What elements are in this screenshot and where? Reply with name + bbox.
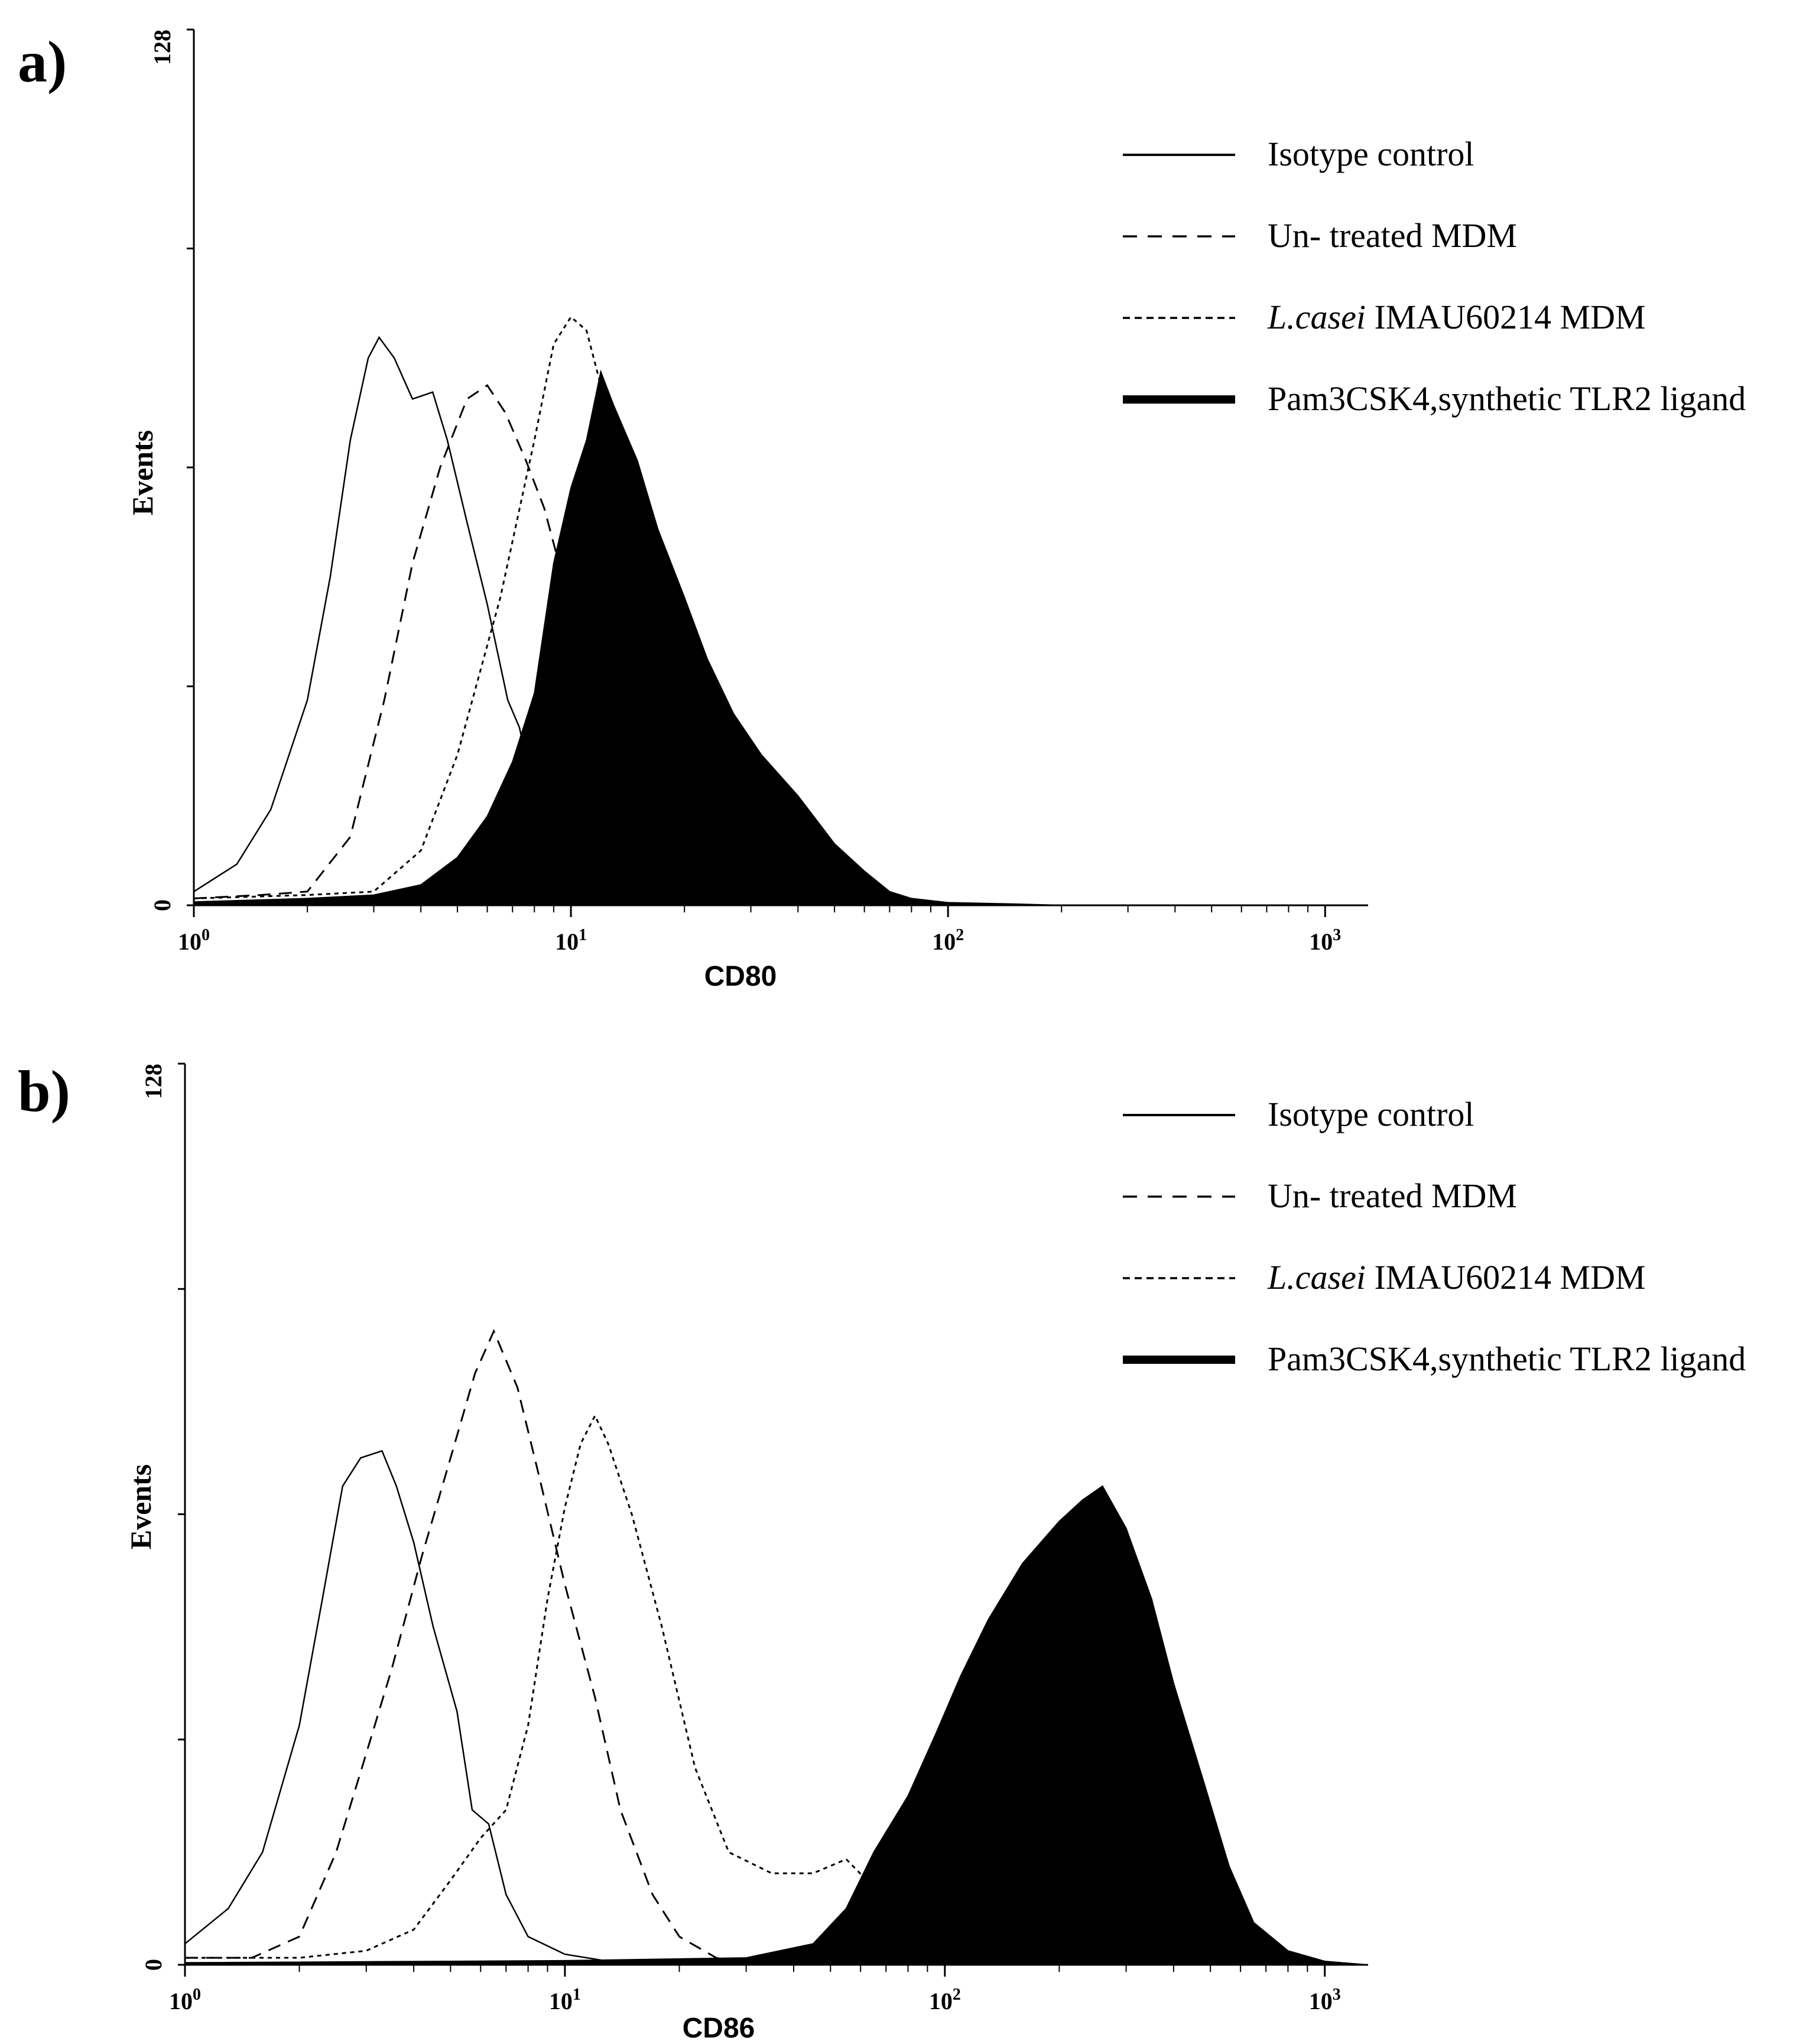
histogram-series-isotype bbox=[193, 336, 685, 906]
y-axis-title: Events bbox=[126, 430, 159, 515]
histogram-series-pam3 bbox=[184, 1485, 1369, 1965]
x-axis-title: CD86 bbox=[683, 2013, 755, 2044]
legend-item-isotype: Isotype control bbox=[1123, 1095, 1474, 1133]
histogram-plot: 128 0 100 101 102 103 bbox=[140, 1062, 1369, 2014]
x-tick-label: 103 bbox=[1309, 1985, 1341, 2014]
panel-label: b) bbox=[18, 1058, 70, 1124]
legend-item-lcasei: L.casei IMAU60214 MDM bbox=[1123, 298, 1646, 336]
legend-item-lcasei: L.casei IMAU60214 MDM bbox=[1123, 1258, 1646, 1296]
legend-item-untreated: Un- treated MDM bbox=[1123, 216, 1517, 255]
panel-b: b) 128 0 100 101 102 103 Events CD86 Isotype … bbox=[18, 1058, 1746, 2044]
x-tick-label: 100 bbox=[178, 926, 210, 955]
histogram-series-untreated bbox=[185, 1328, 747, 1966]
y-tick-label: 128 bbox=[140, 1064, 167, 1099]
panel-label: a) bbox=[18, 29, 67, 95]
y-tick-label: 128 bbox=[149, 30, 176, 65]
legend-label: L.casei IMAU60214 MDM bbox=[1267, 298, 1646, 336]
legend-label: Un- treated MDM bbox=[1268, 1177, 1517, 1215]
histogram-series-untreated bbox=[193, 384, 798, 906]
legend-label: Un- treated MDM bbox=[1268, 216, 1517, 255]
legend-item-pam3: Pam3CSK4,synthetic TLR2 ligand bbox=[1123, 1340, 1746, 1378]
x-tick-label: 101 bbox=[555, 926, 587, 955]
legend-label: Isotype control bbox=[1268, 1095, 1474, 1133]
x-tick-label: 103 bbox=[1309, 926, 1341, 955]
x-tick-label: 102 bbox=[929, 1985, 961, 2014]
histogram-series-isotype bbox=[184, 1450, 680, 1966]
histogram-series-pam3 bbox=[193, 369, 1062, 906]
x-axis-title: CD80 bbox=[704, 961, 777, 992]
legend-label: Pam3CSK4,synthetic TLR2 ligand bbox=[1268, 1340, 1746, 1378]
y-axis-title: Events bbox=[124, 1464, 157, 1549]
x-tick-label: 100 bbox=[169, 1985, 201, 2014]
y-tick-label: 0 bbox=[140, 1959, 167, 1971]
histogram-series-lcasei bbox=[193, 316, 931, 906]
legend-label: Pam3CSK4,synthetic TLR2 ligand bbox=[1268, 379, 1746, 418]
histogram-plot: 128 0 100 101 102 103 bbox=[149, 28, 1368, 955]
legend-item-pam3: Pam3CSK4,synthetic TLR2 ligand bbox=[1123, 379, 1746, 418]
legend-item-isotype: Isotype control bbox=[1123, 135, 1474, 173]
legend: Isotype control Un- treated MDM L.casei IM… bbox=[1123, 135, 1746, 418]
histogram-series-lcasei bbox=[185, 1413, 1126, 1966]
x-tick-label: 101 bbox=[549, 1985, 581, 2014]
x-tick-label: 102 bbox=[932, 926, 964, 955]
legend-label: Isotype control bbox=[1268, 135, 1474, 173]
panel-a: a) 128 0 100 101 102 103 Events CD80 Isotype … bbox=[18, 28, 1746, 992]
legend-item-untreated: Un- treated MDM bbox=[1123, 1177, 1517, 1215]
y-tick-label: 0 bbox=[149, 899, 176, 911]
legend: Isotype control Un- treated MDM L.casei IM… bbox=[1123, 1095, 1746, 1378]
legend-label: L.casei IMAU60214 MDM bbox=[1267, 1258, 1646, 1296]
